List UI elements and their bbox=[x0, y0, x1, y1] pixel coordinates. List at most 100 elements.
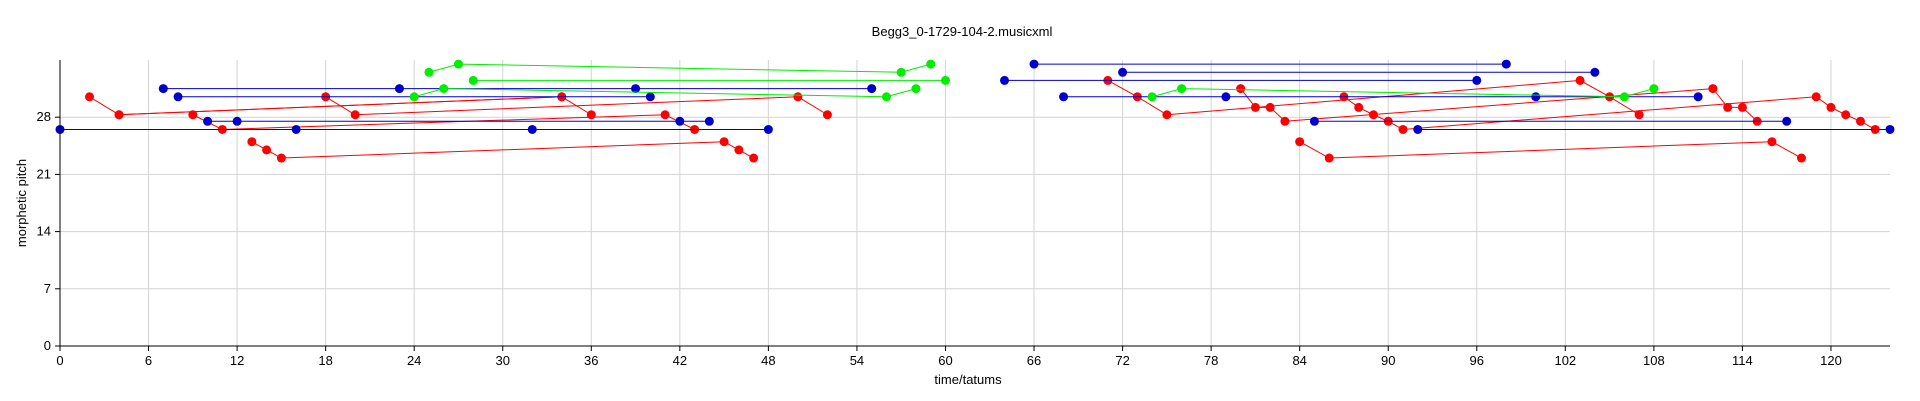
y-axis-label: morphetic pitch bbox=[14, 159, 29, 247]
y-tick-label: 28 bbox=[37, 109, 51, 124]
data-point bbox=[276, 153, 286, 163]
axes: 0 6 12 18 24 30 36 42 48 54 60 66 72 78 84 90 96 102 108 11… bbox=[37, 60, 1890, 368]
data-point bbox=[1575, 75, 1585, 85]
x-tick-label: 54 bbox=[850, 353, 864, 368]
data-point bbox=[1634, 110, 1644, 120]
data-point bbox=[867, 84, 877, 94]
data-point bbox=[1118, 67, 1128, 77]
x-tick-label: 24 bbox=[407, 353, 421, 368]
data-point bbox=[424, 67, 434, 77]
series-line bbox=[1107, 79, 1640, 116]
x-tick-label: 102 bbox=[1554, 353, 1576, 368]
data-point bbox=[85, 92, 95, 102]
data-point bbox=[1649, 84, 1659, 94]
data-point bbox=[1767, 137, 1777, 147]
data-point bbox=[1221, 92, 1231, 102]
data-point bbox=[675, 116, 685, 126]
data-point bbox=[645, 92, 655, 102]
x-tick-label: 84 bbox=[1292, 353, 1306, 368]
x-tick-label: 0 bbox=[56, 353, 63, 368]
data-point bbox=[911, 84, 921, 94]
series-line bbox=[1299, 141, 1802, 159]
data-point bbox=[232, 116, 242, 126]
data-point bbox=[1000, 75, 1010, 85]
data-point bbox=[1324, 153, 1334, 163]
x-tick-label: 120 bbox=[1820, 353, 1842, 368]
data-point bbox=[1737, 102, 1747, 112]
data-point bbox=[1368, 110, 1378, 120]
data-point bbox=[1250, 102, 1260, 112]
data-point bbox=[247, 137, 257, 147]
data-point bbox=[409, 92, 419, 102]
data-point bbox=[896, 67, 906, 77]
data-point bbox=[1162, 110, 1172, 120]
y-tick-label: 21 bbox=[37, 166, 51, 181]
data-point bbox=[158, 84, 168, 94]
data-point bbox=[719, 137, 729, 147]
data-point bbox=[1472, 75, 1482, 85]
data-point bbox=[926, 59, 936, 69]
grid-lines bbox=[59, 60, 1890, 347]
x-tick-label: 60 bbox=[938, 353, 952, 368]
y-tick-label: 14 bbox=[37, 224, 51, 239]
x-tick-label: 114 bbox=[1732, 353, 1753, 368]
data-point bbox=[734, 145, 744, 155]
x-tick-label: 96 bbox=[1470, 353, 1484, 368]
data-point bbox=[114, 110, 124, 120]
data-point bbox=[660, 110, 670, 120]
data-point bbox=[749, 153, 759, 163]
x-tick-label: 30 bbox=[496, 353, 510, 368]
data-point bbox=[188, 110, 198, 120]
data-point bbox=[822, 110, 832, 120]
x-axis-label: time/tatums bbox=[934, 372, 1002, 387]
data-point bbox=[704, 116, 714, 126]
data-point bbox=[1531, 92, 1541, 102]
data-point bbox=[1177, 84, 1187, 94]
data-point bbox=[1723, 102, 1733, 112]
data-point bbox=[1796, 153, 1806, 163]
data-point bbox=[1295, 137, 1305, 147]
data-point bbox=[586, 110, 596, 120]
data-point bbox=[203, 116, 213, 126]
series-line bbox=[428, 63, 931, 73]
data-point bbox=[439, 84, 449, 94]
x-tick-label: 36 bbox=[584, 353, 598, 368]
data-point bbox=[173, 92, 183, 102]
data-point bbox=[350, 110, 360, 120]
x-tick-label: 6 bbox=[145, 353, 152, 368]
data-point bbox=[1354, 102, 1364, 112]
data-point bbox=[1590, 67, 1600, 77]
data-point bbox=[1619, 92, 1629, 102]
x-tick-label: 78 bbox=[1204, 353, 1218, 368]
data-point bbox=[1841, 110, 1851, 120]
data-point bbox=[1693, 92, 1703, 102]
data-point bbox=[631, 84, 641, 94]
data-point bbox=[1826, 102, 1836, 112]
chart-title: Begg3_0-1729-104-2.musicxml bbox=[872, 24, 1053, 39]
data-point bbox=[1280, 116, 1290, 126]
data-point bbox=[262, 145, 272, 155]
x-tick-label: 72 bbox=[1115, 353, 1129, 368]
data-point bbox=[940, 75, 950, 85]
x-tick-label: 18 bbox=[318, 353, 332, 368]
x-tick-label: 108 bbox=[1643, 353, 1665, 368]
data-point bbox=[1885, 124, 1895, 134]
series-blue bbox=[55, 59, 1895, 134]
data-point bbox=[881, 92, 891, 102]
data-point bbox=[1782, 116, 1792, 126]
data-point bbox=[1413, 124, 1423, 134]
data-point bbox=[1147, 92, 1157, 102]
data-point bbox=[1501, 59, 1511, 69]
series-line bbox=[1343, 96, 1876, 130]
data-point bbox=[1059, 92, 1069, 102]
y-tick-label: 7 bbox=[44, 281, 51, 296]
series-line bbox=[325, 96, 828, 116]
series-line bbox=[1240, 88, 1758, 122]
data-point bbox=[1265, 102, 1275, 112]
series-line bbox=[1151, 88, 1655, 98]
data-point bbox=[1855, 116, 1865, 126]
data-point bbox=[1029, 59, 1039, 69]
data-point bbox=[1811, 92, 1821, 102]
series-green bbox=[409, 59, 1659, 102]
x-tick-label: 12 bbox=[230, 353, 244, 368]
